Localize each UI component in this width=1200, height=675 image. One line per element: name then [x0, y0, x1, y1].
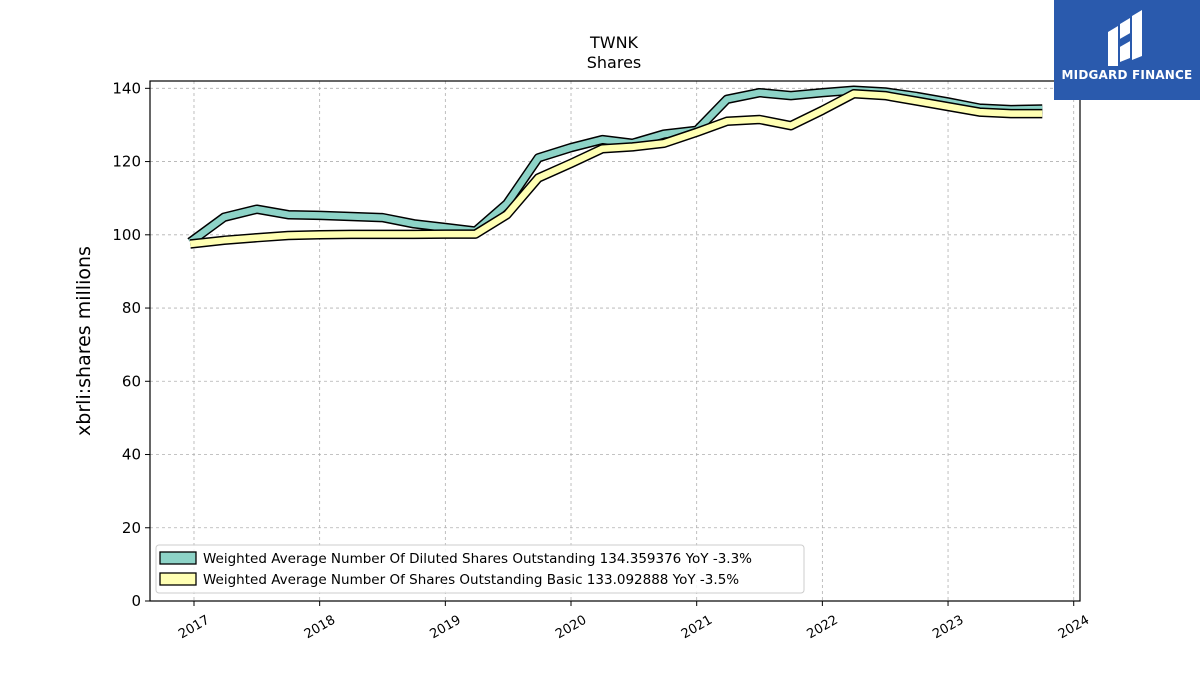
y-axis: 0 20 40 60 80 100 120 140	[112, 79, 150, 610]
y-tick-label: 140	[112, 79, 141, 97]
x-tick-label: 2021	[679, 613, 715, 643]
midgard-logo-icon	[1108, 10, 1142, 66]
legend-label-basic: Weighted Average Number Of Shares Outsta…	[203, 572, 739, 588]
y-tick-label: 20	[122, 519, 141, 537]
x-tick-label: 2019	[428, 613, 464, 643]
x-tick-label: 2024	[1056, 613, 1092, 643]
chart-title: TWNK	[589, 33, 639, 52]
x-axis: 2017 2018 2019 2020 2021 2022 2023 2024	[176, 601, 1092, 642]
series-basic-line	[189, 90, 1043, 248]
legend: Weighted Average Number Of Diluted Share…	[155, 544, 805, 594]
y-tick-label: 0	[131, 592, 141, 610]
y-tick-label: 80	[122, 299, 141, 317]
legend-frame	[155, 544, 805, 594]
brand-logo: MIDGARD FINANCE	[1054, 0, 1200, 100]
series-basic-outline	[189, 89, 1043, 249]
y-tick-label: 60	[122, 372, 141, 390]
logo-text: MIDGARD FINANCE	[1061, 68, 1193, 82]
plot-frame	[149, 80, 1081, 602]
x-tick-label: 2020	[553, 613, 589, 643]
y-tick-label: 40	[122, 446, 141, 464]
legend-label-diluted: Weighted Average Number Of Diluted Share…	[203, 551, 752, 567]
y-tick-label: 120	[112, 153, 141, 171]
series-layer	[187, 85, 1043, 249]
y-axis-label: xbrli:shares millions	[73, 246, 95, 436]
x-tick-label: 2017	[176, 613, 212, 643]
chart-subtitle: Shares	[587, 53, 642, 72]
x-tick-label: 2022	[805, 613, 841, 643]
x-tick-label: 2023	[930, 613, 966, 643]
x-tick-label: 2018	[302, 613, 338, 643]
y-tick-label: 100	[112, 226, 141, 244]
series-diluted-outline	[187, 85, 1043, 246]
grid	[150, 81, 1080, 602]
legend-swatch-basic	[159, 572, 197, 586]
legend-swatch-diluted	[159, 551, 197, 565]
